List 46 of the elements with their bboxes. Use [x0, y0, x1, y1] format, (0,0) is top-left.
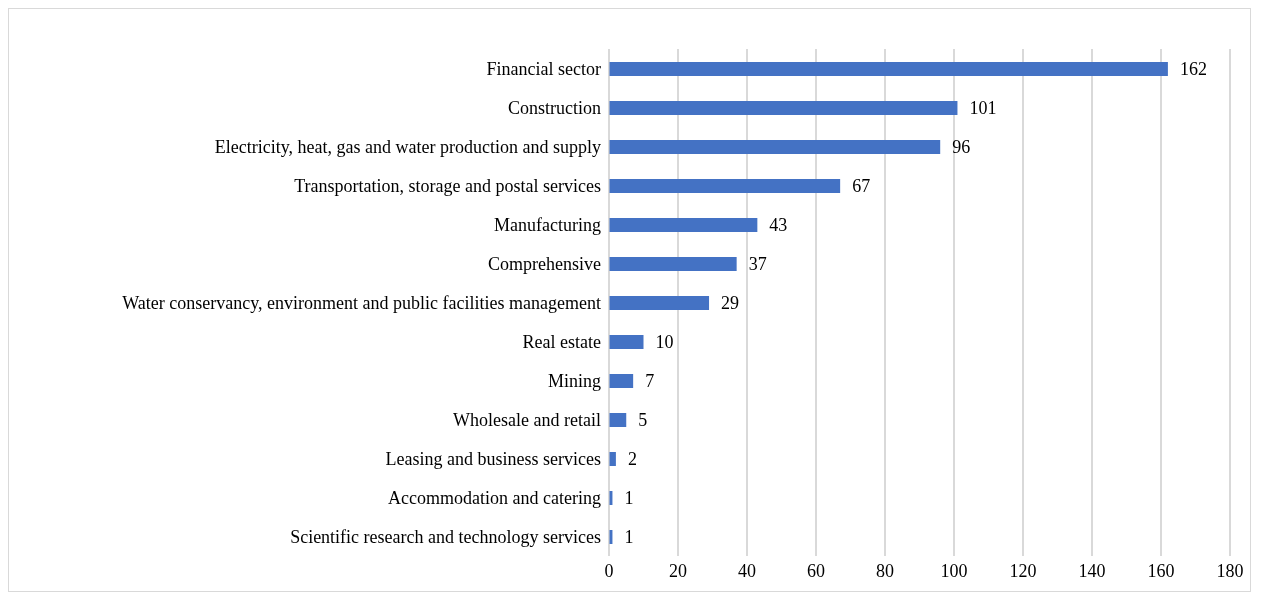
bar — [609, 218, 758, 232]
bar — [609, 62, 1168, 76]
x-tick-label: 40 — [738, 560, 756, 581]
bar — [609, 101, 958, 115]
data-label: 96 — [952, 137, 971, 158]
data-label: 2 — [627, 449, 637, 470]
data-label: 67 — [852, 176, 871, 197]
bar — [609, 374, 634, 388]
x-tick-label: 120 — [1009, 560, 1037, 581]
data-label: 37 — [748, 254, 767, 275]
data-label: 43 — [769, 215, 788, 236]
y-tick-label: Scientific research and technology services — [290, 526, 601, 547]
y-tick-label: Wholesale and retail — [453, 409, 601, 430]
y-tick-label: Real estate — [522, 331, 601, 352]
y-tick-label: Transportation, storage and postal services — [294, 175, 601, 196]
data-label: 101 — [969, 98, 997, 119]
y-tick-label: Leasing and business services — [385, 448, 601, 469]
bar — [609, 335, 644, 349]
y-tick-label: Accommodation and catering — [388, 487, 601, 508]
x-tick-label: 180 — [1216, 560, 1244, 581]
y-tick-label: Manufacturing — [494, 214, 601, 235]
x-tick-label: 160 — [1147, 560, 1175, 581]
y-tick-label: Financial sector — [486, 58, 601, 79]
x-tick-label: 60 — [807, 560, 825, 581]
y-tick-label: Water conservancy, environment and public facilities management — [122, 292, 601, 313]
bar — [609, 257, 737, 271]
x-tick-label: 140 — [1078, 560, 1106, 581]
bar — [609, 140, 941, 154]
y-tick-label: Construction — [508, 97, 601, 118]
bar — [609, 179, 841, 193]
bar — [609, 296, 710, 310]
data-label: 7 — [645, 371, 655, 392]
x-tick-label: 20 — [669, 560, 687, 581]
x-tick-label: 80 — [876, 560, 894, 581]
data-label: 29 — [721, 293, 740, 314]
bar — [609, 413, 627, 427]
y-tick-label: Electricity, heat, gas and water production and supply — [214, 136, 601, 157]
data-label: 5 — [638, 410, 648, 431]
data-label: 162 — [1179, 59, 1207, 80]
data-label: 10 — [655, 332, 674, 353]
data-label: 1 — [624, 527, 634, 548]
y-tick-label: Comprehensive — [488, 253, 601, 274]
data-label: 1 — [624, 488, 634, 509]
y-tick-label: Mining — [547, 370, 601, 391]
x-tick-label: 100 — [940, 560, 968, 581]
x-tick-label: 0 — [604, 560, 614, 581]
